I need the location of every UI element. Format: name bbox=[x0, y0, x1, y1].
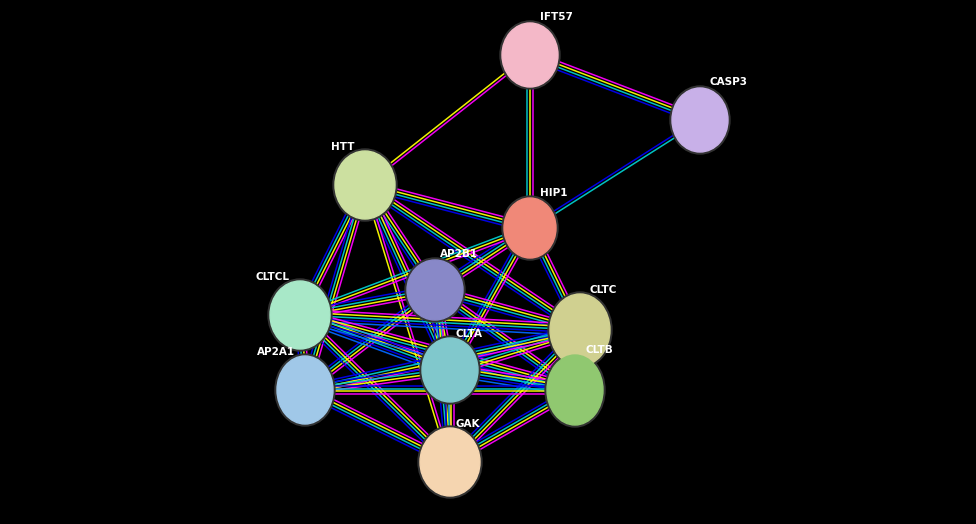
Text: AP2B1: AP2B1 bbox=[440, 249, 478, 259]
Ellipse shape bbox=[500, 21, 560, 89]
Ellipse shape bbox=[670, 86, 730, 154]
Ellipse shape bbox=[405, 258, 465, 322]
Ellipse shape bbox=[270, 281, 330, 349]
Text: CASP3: CASP3 bbox=[710, 77, 748, 87]
Ellipse shape bbox=[420, 336, 480, 404]
Ellipse shape bbox=[548, 292, 612, 368]
Ellipse shape bbox=[277, 356, 333, 424]
Ellipse shape bbox=[502, 23, 558, 87]
Ellipse shape bbox=[547, 355, 603, 425]
Ellipse shape bbox=[420, 428, 480, 496]
Ellipse shape bbox=[550, 294, 610, 366]
Ellipse shape bbox=[418, 426, 482, 498]
Ellipse shape bbox=[502, 196, 558, 260]
Ellipse shape bbox=[672, 88, 728, 152]
Text: AP2A1: AP2A1 bbox=[257, 347, 295, 357]
Text: CLTB: CLTB bbox=[585, 345, 613, 355]
Ellipse shape bbox=[545, 353, 605, 427]
Ellipse shape bbox=[407, 260, 463, 320]
Ellipse shape bbox=[268, 279, 332, 351]
Ellipse shape bbox=[422, 338, 478, 402]
Text: CLTCL: CLTCL bbox=[256, 272, 290, 282]
Text: HIP1: HIP1 bbox=[540, 188, 567, 198]
Text: CLTA: CLTA bbox=[455, 329, 482, 339]
Ellipse shape bbox=[333, 149, 397, 221]
Text: GAK: GAK bbox=[455, 419, 479, 429]
Ellipse shape bbox=[504, 198, 556, 258]
Text: HTT: HTT bbox=[332, 142, 355, 152]
Text: CLTC: CLTC bbox=[590, 285, 618, 295]
Text: IFT57: IFT57 bbox=[540, 12, 573, 22]
Ellipse shape bbox=[275, 354, 335, 426]
Ellipse shape bbox=[335, 151, 395, 219]
